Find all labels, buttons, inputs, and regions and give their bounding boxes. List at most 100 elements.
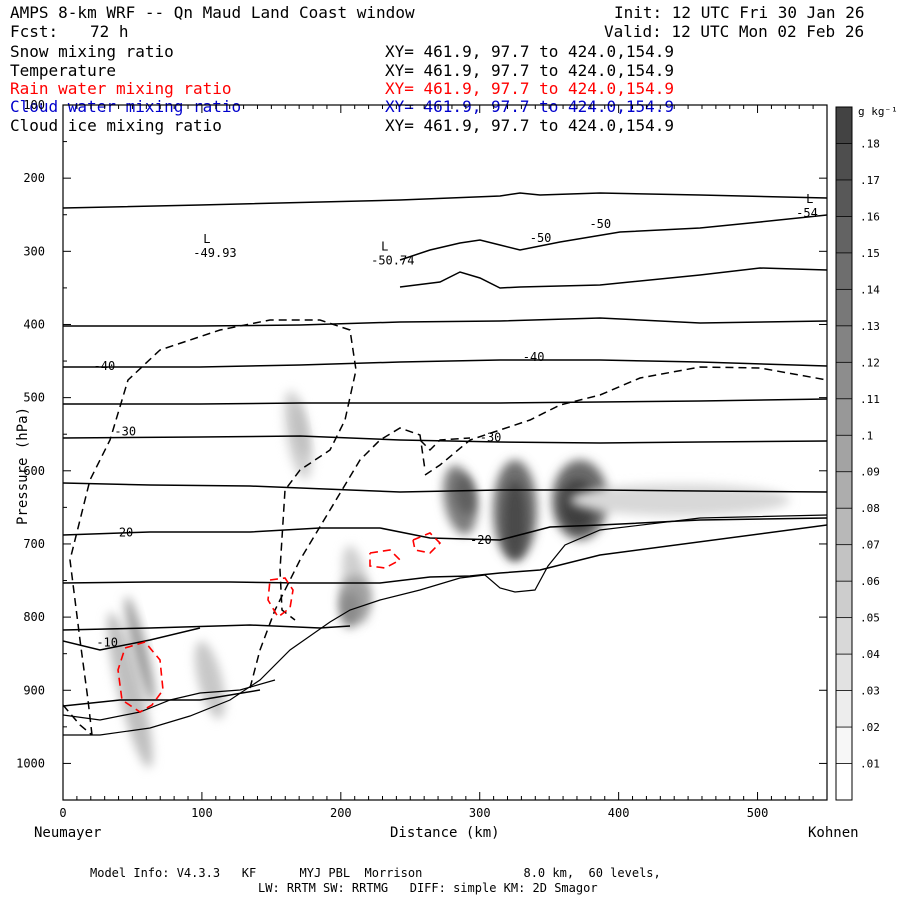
y-tick-label: 800 <box>23 610 45 624</box>
cloud-ice-contour <box>69 319 357 736</box>
colorbar-label: .13 <box>860 320 880 333</box>
cloud-ice-contour <box>419 437 471 452</box>
fcst-label: Fcst: <box>10 22 59 41</box>
colorbar-swatch <box>836 325 852 363</box>
colorbar-label: .04 <box>860 648 880 661</box>
colorbar-label: .05 <box>860 612 880 625</box>
colorbar-label: .06 <box>860 575 880 588</box>
colorbar-label: .11 <box>860 393 880 406</box>
x-axis-label: Distance (km) <box>390 825 500 841</box>
colorbar-label: .1 <box>860 429 873 442</box>
colorbar-swatch <box>836 690 852 728</box>
terrain-outline <box>63 514 827 736</box>
plot-frame <box>62 104 828 801</box>
isotherm-line <box>399 267 827 289</box>
colorbar-label: .07 <box>860 539 880 552</box>
fcst-hours: 72 h <box>90 22 129 41</box>
snow-blob <box>125 596 155 704</box>
y-tick-label: 700 <box>23 537 45 551</box>
contour-label: -50 <box>530 231 552 245</box>
x-tick-label: 100 <box>191 806 213 820</box>
cloud-ice-contour <box>424 366 827 476</box>
contour-label: -20 <box>112 526 134 540</box>
snow-blob <box>454 475 476 515</box>
isotherm-line <box>63 359 827 368</box>
isotherm-line <box>63 517 827 541</box>
colorbar-label: .09 <box>860 466 880 479</box>
y-top-tick-label: 100 <box>23 98 45 112</box>
y-tick-label: 500 <box>23 391 45 405</box>
y-tick-label: 400 <box>23 317 45 331</box>
valid-time: Valid: 12 UTC Mon 02 Feb 26 <box>604 22 865 41</box>
colorbar: .01 .02 .03 .04 .05 .06 .07 .08 .09 .1 .11 .12 .13 .1… <box>835 105 898 801</box>
contour-label: -30 <box>480 431 502 445</box>
colorbar-swatch <box>836 179 852 217</box>
y-tick-label: 600 <box>23 464 45 478</box>
axes: 0 100 200 300 400 500 200 300 400 500 600 700 800 900… <box>16 98 828 820</box>
snow-blob <box>194 641 226 719</box>
isotherm-line <box>63 624 351 631</box>
snow-blob <box>570 484 790 516</box>
y-axis-label: Pressure (hPa) <box>15 406 32 526</box>
cloud-ice-contour <box>249 427 426 689</box>
contour-labels: -40-30-20-10-40-30-20-50-50L-49.93 L-50.7… <box>94 192 818 649</box>
field-snow-name: Snow mixing ratio <box>10 42 174 61</box>
colorbar-swatch <box>836 143 852 180</box>
contour-label: -40 <box>523 350 545 364</box>
colorbar-swatch <box>836 727 852 764</box>
colorbar-label: .18 <box>860 137 880 150</box>
colorbar-swatch <box>836 362 852 399</box>
colorbar-swatch <box>836 252 852 290</box>
contour-label: -50 <box>589 217 611 231</box>
colorbar-swatch <box>836 398 852 436</box>
field-rain-name: Rain water mixing ratio <box>10 79 232 98</box>
colorbar-label: .12 <box>860 356 880 369</box>
colorbar-label: .08 <box>860 502 880 515</box>
y-tick-label: 200 <box>23 171 45 185</box>
y-tick-label: 900 <box>23 683 45 697</box>
colorbar-swatch <box>836 508 852 545</box>
field-cloudice-name: Cloud ice mixing ratio <box>10 116 222 135</box>
x-tick-label: 500 <box>747 806 769 820</box>
colorbar-swatch <box>836 544 852 582</box>
temperature-contours <box>63 192 827 707</box>
x-tick-label: 300 <box>469 806 491 820</box>
cloud-ice-contour <box>63 704 93 736</box>
rain-water-contour <box>369 549 402 569</box>
y-tick-label: 1000 <box>16 756 45 770</box>
isotherm-line <box>399 214 827 261</box>
rain-water-contour <box>117 641 164 713</box>
colorbar-swatch <box>836 617 852 655</box>
rain-water-contours <box>117 532 442 713</box>
low-value: -50.74 <box>371 253 414 267</box>
contour-label: -40 <box>94 359 116 373</box>
field-cloudwater-name: Cloud water mixing ratio <box>10 97 242 116</box>
isotherm-line <box>63 524 827 584</box>
colorbar-swatch <box>836 216 852 253</box>
field-snow-xy: XY= 461.9, 97.7 to 424.0,154.9 <box>385 42 674 61</box>
isotherm-line <box>63 689 261 707</box>
field-rain-xy: XY= 461.9, 97.7 to 424.0,154.9 <box>385 79 674 98</box>
colorbar-label: .03 <box>860 685 880 698</box>
contour-label: -20 <box>470 533 492 547</box>
colorbar-label: .16 <box>860 210 880 223</box>
field-cloudice-xy: XY= 461.9, 97.7 to 424.0,154.9 <box>385 116 674 135</box>
colorbar-label: .02 <box>860 721 880 734</box>
contour-label: -10 <box>96 635 118 649</box>
isotherm-line <box>63 398 827 405</box>
x-tick-label: 200 <box>330 806 352 820</box>
low-marker: L <box>203 232 210 246</box>
isotherm-line <box>63 482 827 493</box>
snow-shading <box>107 390 790 768</box>
y-tick-label: 300 <box>23 244 45 258</box>
right-endpoint-label: Kohnen <box>808 825 859 841</box>
colorbar-label: .01 <box>860 758 880 771</box>
colorbar-label: .14 <box>860 283 880 296</box>
cloud-ice-contours <box>63 319 827 736</box>
field-temp-name: Temperature <box>10 61 116 80</box>
colorbar-swatch <box>836 435 852 472</box>
rain-water-contour <box>267 577 294 619</box>
chart-title-line: AMPS 8-km WRF -- Qn Maud Land Coast wind… <box>10 3 415 22</box>
rain-water-contour <box>412 532 442 554</box>
